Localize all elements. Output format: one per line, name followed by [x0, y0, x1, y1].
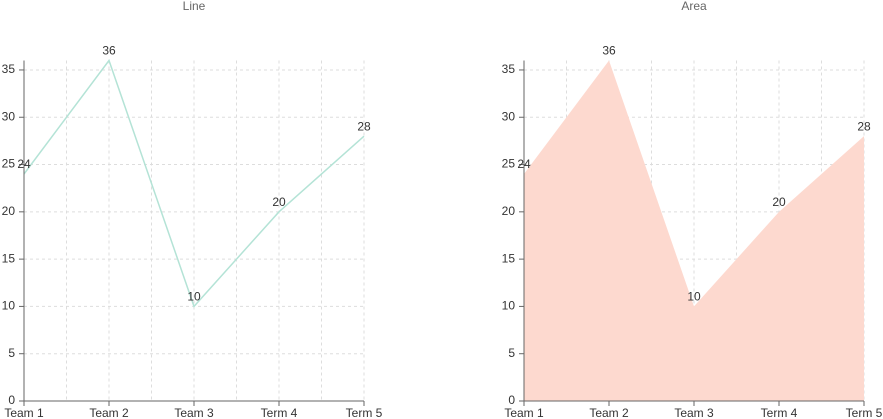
y-tick-label: 30	[502, 109, 516, 123]
data-label: 36	[602, 44, 616, 58]
x-tick-label: Team 1	[504, 406, 544, 419]
y-tick-label: 25	[502, 157, 516, 171]
y-tick-label: 30	[2, 109, 16, 123]
data-label: 24	[17, 157, 31, 171]
y-tick-label: 10	[2, 299, 16, 313]
y-tick-label: 35	[502, 62, 516, 76]
x-tick-label: Term 5	[346, 406, 383, 419]
y-tick-label: 25	[2, 157, 16, 171]
x-tick-label: Team 2	[89, 406, 129, 419]
y-tick-label: 0	[508, 393, 515, 407]
y-tick-label: 15	[2, 251, 16, 265]
x-tick-label: Team 1	[4, 406, 44, 419]
x-tick-label: Term 5	[846, 406, 883, 419]
data-label: 10	[187, 290, 201, 304]
data-label: 20	[772, 195, 786, 209]
data-label: 36	[102, 44, 116, 58]
y-tick-label: 15	[502, 251, 516, 265]
x-tick-label: Team 2	[589, 406, 629, 419]
x-tick-label: Team 3	[174, 406, 214, 419]
x-tick-label: Term 4	[261, 406, 298, 419]
y-tick-label: 10	[502, 299, 516, 313]
data-label: 20	[272, 195, 286, 209]
x-tick-label: Term 4	[761, 406, 798, 419]
data-label: 10	[687, 290, 701, 304]
area	[524, 60, 864, 401]
chart-title: Line	[183, 0, 206, 13]
y-tick-label: 0	[8, 393, 15, 407]
data-label: 28	[357, 119, 371, 133]
chart-title: Area	[681, 0, 707, 13]
y-tick-label: 5	[508, 346, 515, 360]
y-tick-label: 20	[2, 204, 16, 218]
x-tick-label: Team 3	[674, 406, 714, 419]
data-label: 28	[857, 119, 871, 133]
y-tick-label: 35	[2, 62, 16, 76]
line	[23, 58, 365, 308]
y-tick-label: 20	[502, 204, 516, 218]
y-tick-label: 5	[8, 346, 15, 360]
data-label: 24	[517, 157, 531, 171]
